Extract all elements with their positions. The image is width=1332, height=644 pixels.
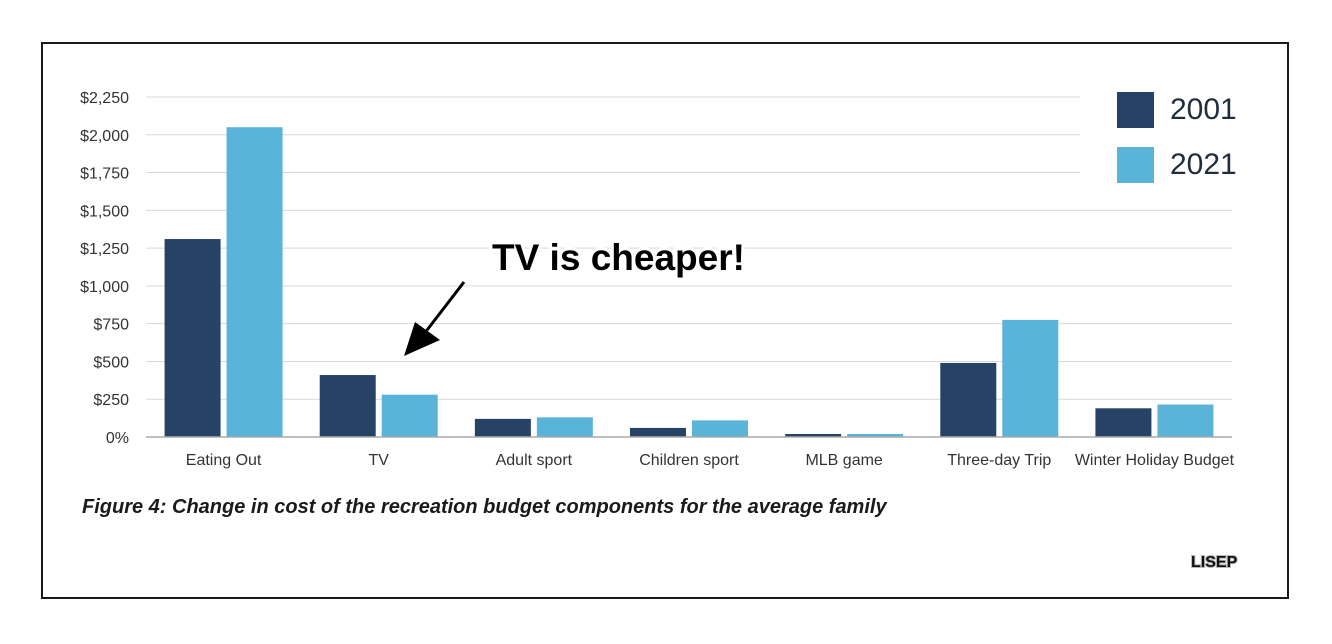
y-tick-label: $1,750 bbox=[80, 166, 129, 183]
bar-2021-eating-out bbox=[226, 127, 283, 437]
legend: 2001 2021 bbox=[1117, 92, 1237, 183]
y-tick-label: $2,000 bbox=[80, 128, 129, 145]
legend-label-2001: 2001 bbox=[1170, 93, 1237, 126]
bar-2021-three-day-trip bbox=[1002, 319, 1059, 437]
x-category-label: Eating Out bbox=[186, 452, 262, 469]
bar-2001-three-day-trip bbox=[940, 362, 997, 437]
x-category-label: Winter Holiday Budget bbox=[1075, 452, 1235, 469]
legend-label-2021: 2021 bbox=[1170, 148, 1237, 181]
y-tick-label: $2,250 bbox=[80, 90, 129, 107]
x-category-label: Adult sport bbox=[496, 452, 573, 469]
figure-caption: Figure 4: Change in cost of the recreati… bbox=[82, 496, 887, 518]
arrow-head-icon bbox=[404, 322, 440, 356]
chart-frame bbox=[41, 42, 1289, 599]
y-tick-label: $750 bbox=[93, 317, 129, 334]
annotation-arrow bbox=[404, 281, 466, 356]
y-axis-ticks: 0% $250 $500 $750 $1,000 $1,250 $1,500 $1,750 $2… bbox=[80, 90, 129, 447]
arrow-shaft bbox=[422, 281, 466, 335]
y-tick-label: $500 bbox=[93, 354, 129, 371]
brand-logo: LISEP bbox=[1191, 554, 1238, 571]
y-tick-label: $1,500 bbox=[80, 203, 129, 220]
bar-2021-tv bbox=[381, 394, 438, 437]
bar-2001-eating-out bbox=[164, 239, 221, 437]
y-tick-label: $1,250 bbox=[80, 241, 129, 258]
bar-2001-winter-holiday-budget bbox=[1095, 408, 1152, 437]
bars bbox=[164, 127, 1214, 437]
bar-2021-children-sport bbox=[692, 420, 748, 437]
bar-2001-children-sport bbox=[630, 427, 686, 437]
bar-2001-tv bbox=[319, 375, 376, 437]
bar-2001-mlb-game bbox=[785, 433, 842, 437]
bar-2021-winter-holiday-budget bbox=[1157, 404, 1214, 437]
y-tick-label: $1,000 bbox=[80, 279, 129, 296]
x-category-label: TV bbox=[368, 452, 389, 469]
y-tick-label: $250 bbox=[93, 392, 129, 409]
bar-2021-adult-sport bbox=[536, 417, 593, 437]
legend-swatch-2021 bbox=[1117, 147, 1154, 183]
y-tick-label: 0% bbox=[106, 430, 129, 447]
x-category-label: Three-day Trip bbox=[947, 452, 1051, 469]
bar-2001-adult-sport bbox=[474, 418, 531, 437]
legend-swatch-2001 bbox=[1117, 92, 1154, 128]
x-category-label: MLB game bbox=[805, 452, 882, 469]
bar-2021-mlb-game bbox=[847, 433, 904, 437]
x-axis-labels: Eating Out TV Adult sport Children sport MLB… bbox=[186, 452, 1235, 469]
annotation-text: TV is cheaper! bbox=[492, 237, 745, 278]
x-category-label: Children sport bbox=[639, 452, 739, 469]
